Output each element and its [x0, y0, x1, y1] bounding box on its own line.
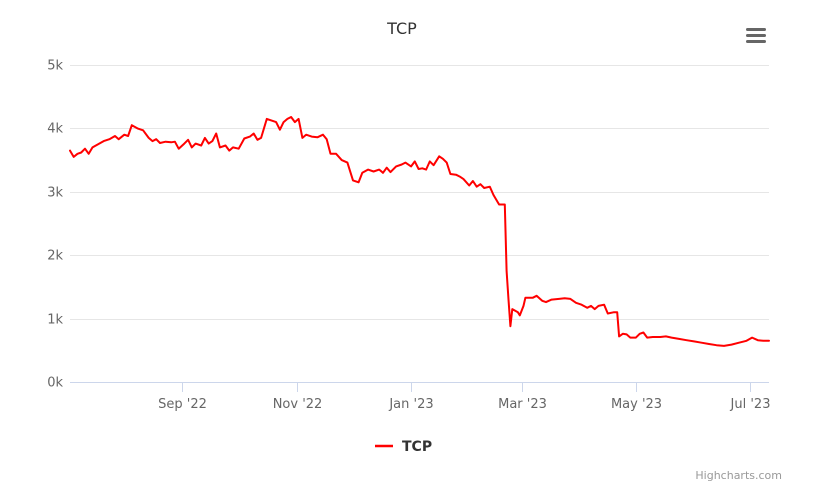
chart-title: TCP [386, 19, 417, 38]
y-tick-label: 2k [47, 249, 63, 264]
y-tick-label: 4k [47, 122, 63, 137]
y-tick-label: 5k [47, 59, 63, 74]
x-axis: Sep '22 Nov '22 Jan '23 Mar '23 May '23 Jul '… [70, 382, 770, 412]
legend-item-tcp[interactable]: TCP [375, 439, 432, 455]
plot-area [69, 116, 770, 347]
y-axis: 0k 1k 2k 3k 4k 5k [47, 59, 63, 391]
y-tick-label: 0k [47, 376, 63, 391]
legend-label: TCP [402, 439, 432, 455]
series-line-tcp[interactable] [69, 116, 770, 347]
y-tick-label: 3k [47, 186, 63, 201]
y-tick-label: 1k [47, 313, 63, 328]
credits-link[interactable]: Highcharts.com [695, 469, 782, 482]
x-tick-label: Jan '23 [388, 397, 433, 412]
legend[interactable]: TCP [375, 439, 432, 455]
x-tick-label: May '23 [611, 397, 662, 412]
x-tick-label: Jul '23 [730, 397, 771, 412]
x-tick-label: Sep '22 [158, 397, 207, 412]
context-menu-button[interactable] [740, 22, 772, 48]
y-grid [70, 65, 769, 320]
hamburger-menu-icon [746, 28, 766, 43]
x-tick-label: Nov '22 [273, 397, 323, 412]
x-tick-label: Mar '23 [498, 397, 547, 412]
